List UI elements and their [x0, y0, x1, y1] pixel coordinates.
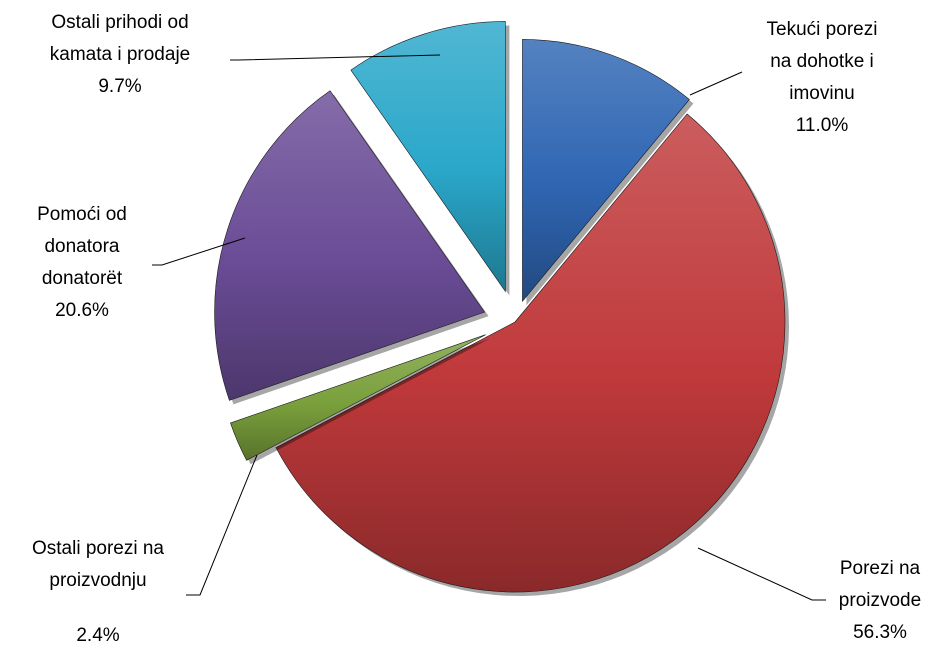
slice-label-proizvode: Porezi na proizvode 56.3% — [839, 558, 921, 643]
slice-label-line: proizvode — [839, 590, 921, 611]
slice-value-donatora: 20.6% — [55, 300, 109, 321]
slice-label-kamata: Ostali prihodi od kamata i prodaje 9.7% — [50, 12, 190, 97]
slice-label-line: proizvodnju — [49, 570, 146, 591]
leader-line-proizvode — [697, 547, 826, 601]
slice-label-line: donatora — [44, 236, 119, 257]
slice-value-proizvode: 56.3% — [853, 622, 907, 643]
slice-label-line: Ostali porezi na — [32, 538, 164, 559]
pie-slice-proizvode — [275, 113, 786, 593]
leaders-layer — [152, 54, 826, 601]
slices-layer — [214, 21, 790, 596]
slice-label-line: na dohotke i — [770, 51, 874, 72]
slice-value-proizvodnju: 2.4% — [76, 625, 119, 646]
pie-slice-donatora — [214, 90, 486, 401]
slice-label-line: imovinu — [789, 83, 854, 104]
pie-slice-tekuci — [522, 39, 690, 303]
pie-slice-proizvodnju — [230, 334, 486, 461]
slice-label-line: kamata i prodaje — [50, 44, 190, 65]
slice-label-line: Pomoći od — [37, 204, 127, 225]
labels-layer: Tekući porezi na dohotke i imovinu 11.0% Por… — [32, 12, 921, 646]
slice-label-donatora: Pomoći od donatora donatorët 20.6% — [37, 204, 127, 321]
slice-label-tekuci: Tekući porezi na dohotke i imovinu 11.0% — [767, 19, 878, 136]
slice-label-proizvodnju: Ostali porezi na proizvodnju 2.4% — [32, 538, 164, 646]
slice-label-line: Ostali prihodi od — [51, 12, 188, 33]
slice-label-line: Porezi na — [840, 558, 921, 579]
leader-line-tekuci — [689, 71, 743, 96]
leader-line-kamata — [230, 54, 441, 61]
slice-label-line: donatorët — [42, 268, 123, 289]
slice-value-tekuci: 11.0% — [796, 115, 849, 136]
pie-slice-kamata — [350, 21, 506, 293]
leader-line-proizvodnju — [186, 454, 258, 596]
slice-label-line: Tekući porezi — [767, 19, 878, 40]
slice-value-kamata: 9.7% — [98, 76, 141, 97]
leader-line-donatora — [152, 237, 246, 266]
